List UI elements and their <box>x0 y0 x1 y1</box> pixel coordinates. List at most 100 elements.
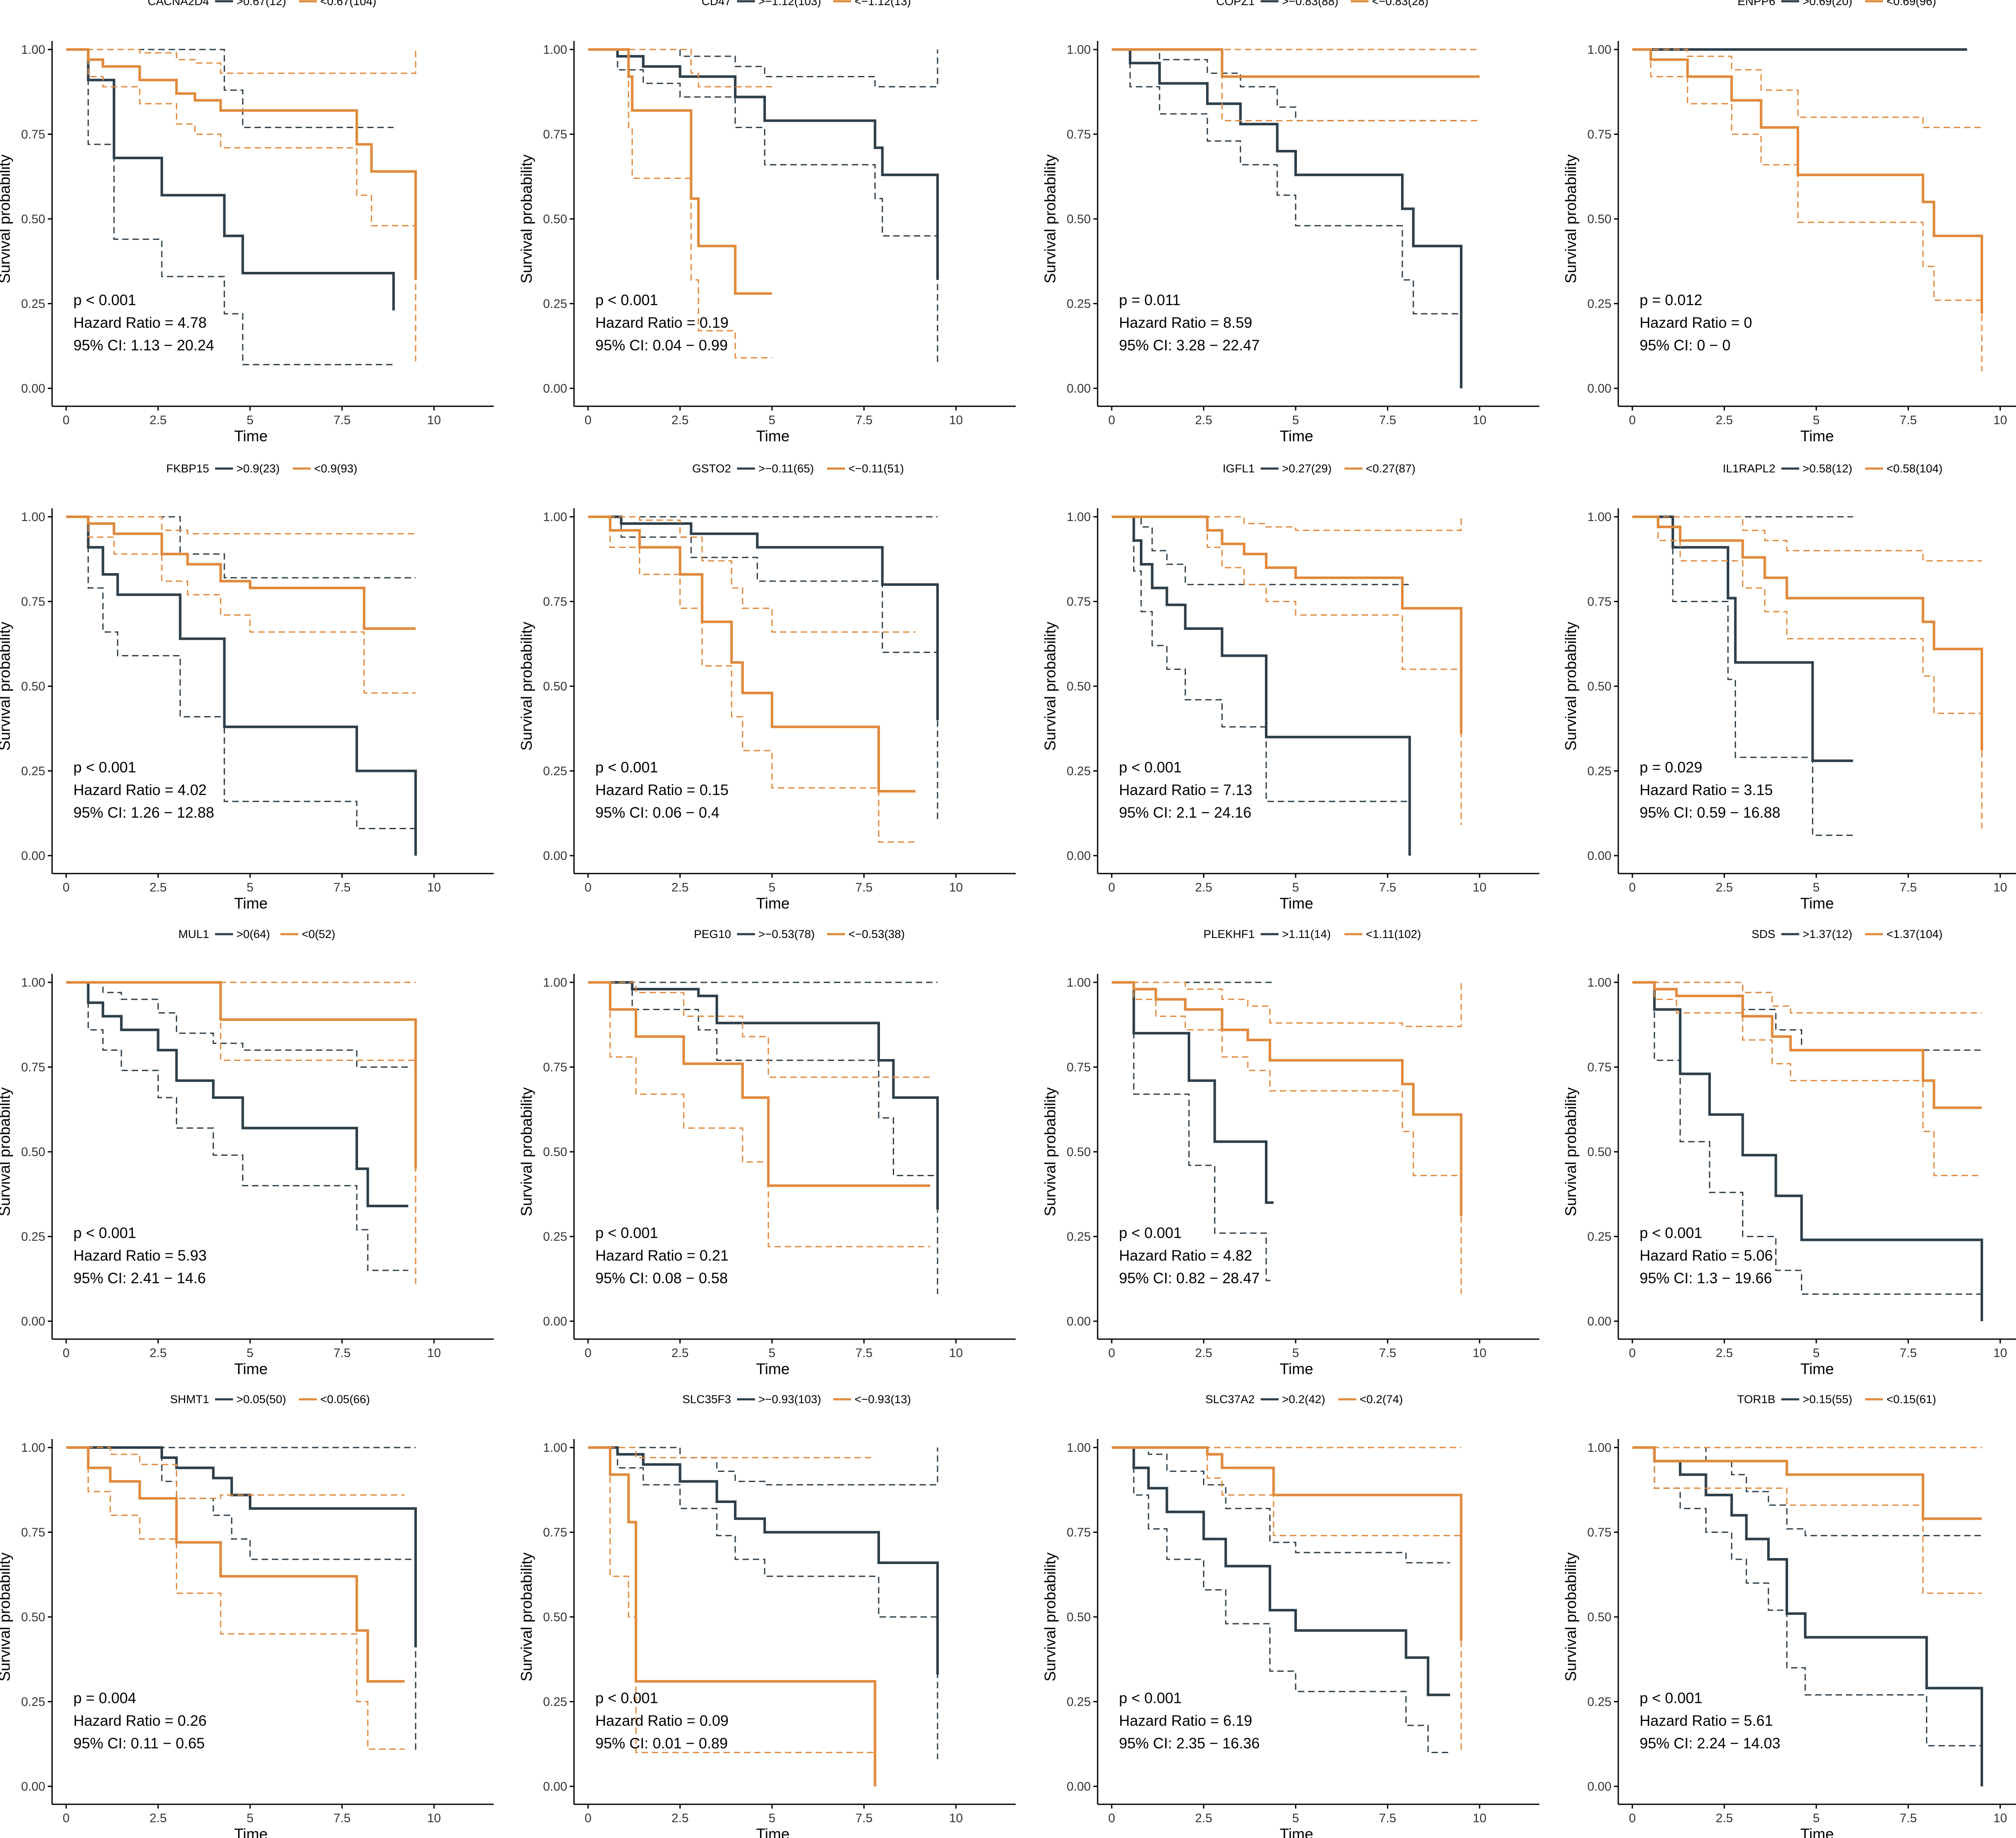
legend-title: PEG10 <box>694 928 731 941</box>
legend: TOR1B >0.15(55) <0.15(61) <box>1737 1393 1936 1406</box>
x-tick-label: 10 <box>1473 1346 1486 1360</box>
legend-title: SHMT1 <box>170 1393 209 1406</box>
p-value: p < 0.001 <box>595 1225 658 1241</box>
hazard-ratio: Hazard Ratio = 5.06 <box>1640 1247 1773 1264</box>
legend: GSTO2 >−0.11(65) <−0.11(51) <box>692 462 904 475</box>
y-tick-label: 0.75 <box>1588 128 1611 142</box>
y-tick-label: 0.75 <box>21 1526 45 1540</box>
x-tick-label: 0 <box>1108 881 1115 894</box>
y-tick-label: 0.25 <box>543 1230 567 1244</box>
ci-lower-low <box>588 1447 875 1754</box>
legend: CD47 >−1.12(103) <−1.12(13) <box>702 0 911 8</box>
y-tick-label: 0.25 <box>1588 1695 1611 1709</box>
y-tick-label: 0.75 <box>1588 1526 1611 1540</box>
hazard-ratio: Hazard Ratio = 0 <box>1640 315 1752 331</box>
p-value: p = 0.029 <box>1640 759 1702 776</box>
x-tick-label: 7.5 <box>1899 881 1917 894</box>
x-tick-label: 0 <box>1629 881 1636 894</box>
y-tick-label: 0.50 <box>543 680 567 693</box>
ci-lower-high <box>1112 1447 1450 1754</box>
p-value: p < 0.001 <box>1640 1225 1702 1241</box>
km-panel-gsto2: GSTO2 >−0.11(65) <−0.11(51) 0.00 0.25 0.50 0.7… <box>518 462 1016 912</box>
hazard-ratio: Hazard Ratio = 5.61 <box>1640 1713 1773 1729</box>
legend-label-low: <−0.11(51) <box>848 462 904 475</box>
legend-label-high: >−1.12(103) <box>758 0 821 8</box>
legend-title: IL1RAPL2 <box>1723 462 1775 475</box>
y-tick-label: 0.50 <box>21 213 45 226</box>
y-tick-label: 0.50 <box>1588 1611 1611 1624</box>
survival-curve-high <box>588 48 939 280</box>
confidence-interval: 95% CI: 2.1 − 24.16 <box>1119 804 1251 821</box>
x-tick-label: 7.5 <box>855 881 872 894</box>
x-tick-label: 7.5 <box>855 1812 872 1825</box>
y-tick-label: 0.25 <box>1588 1230 1611 1244</box>
legend-title: SLC35F3 <box>682 1393 731 1406</box>
ci-lower-low <box>1632 1447 1982 1594</box>
confidence-interval: 95% CI: 1.3 − 19.66 <box>1640 1270 1772 1287</box>
survival-curve-high <box>588 516 939 720</box>
legend-title: SLC37A2 <box>1205 1393 1255 1406</box>
hazard-ratio: Hazard Ratio = 0.19 <box>595 315 728 331</box>
y-tick-label: 0.00 <box>1067 1780 1091 1794</box>
x-tick-label: 5 <box>1813 414 1820 427</box>
legend-label-high: >−0.93(103) <box>758 1393 821 1406</box>
hazard-ratio: Hazard Ratio = 6.19 <box>1119 1713 1252 1729</box>
x-axis-title: Time <box>1800 1825 1834 1838</box>
legend-label-low: <0.9(93) <box>314 462 357 475</box>
legend: PLEKHF1 >1.11(14) <1.11(102) <box>1203 928 1421 941</box>
y-tick-label: 0.75 <box>21 595 45 609</box>
x-axis-title: Time <box>1800 894 1834 912</box>
km-panel-copz1: COPZ1 >−0.83(88) <−0.83(28) 0.00 0.25 0.50 0.7… <box>1041 0 1539 445</box>
x-tick-label: 2.5 <box>1716 414 1733 427</box>
x-axis-title: Time <box>234 1825 268 1838</box>
x-axis-title: Time <box>234 427 268 445</box>
x-tick-label: 0 <box>63 414 70 427</box>
survival-curve-low <box>1632 48 1983 314</box>
p-value: p < 0.001 <box>73 292 136 309</box>
y-tick-label: 0.50 <box>21 680 45 693</box>
survival-curve-low <box>588 981 930 1187</box>
legend-label-high: >0.05(50) <box>236 1393 286 1406</box>
legend-title: COPZ1 <box>1216 0 1255 8</box>
survival-curve-low <box>1632 981 1982 1109</box>
x-tick-label: 5 <box>1292 1812 1299 1825</box>
y-tick-label: 0.75 <box>1588 1061 1611 1075</box>
y-tick-label: 0.25 <box>21 765 45 778</box>
y-tick-label: 0.00 <box>543 849 567 863</box>
survival-curve-low <box>1632 1446 1982 1520</box>
ci-upper-low <box>1112 516 1462 531</box>
legend-title: PLEKHF1 <box>1203 928 1255 941</box>
x-tick-label: 2.5 <box>671 414 688 427</box>
p-value: p < 0.001 <box>595 1690 658 1707</box>
legend-title: GSTO2 <box>692 462 731 475</box>
x-tick-label: 2.5 <box>1716 1812 1733 1825</box>
survival-curve-low <box>66 1446 405 1683</box>
x-axis-title: Time <box>234 894 268 912</box>
legend-label-high: >0.27(29) <box>1282 462 1331 475</box>
ci-lower-high <box>588 49 938 365</box>
y-tick-label: 0.50 <box>1067 1145 1091 1159</box>
x-tick-label: 2.5 <box>1195 1346 1212 1360</box>
legend: PEG10 >−0.53(78) <−0.53(38) <box>694 928 905 941</box>
y-axis-title: Survival probability <box>518 1553 535 1681</box>
y-tick-label: 0.75 <box>1067 1061 1091 1075</box>
legend-label-low: <0(52) <box>302 928 335 941</box>
legend: COPZ1 >−0.83(88) <−0.83(28) <box>1216 0 1428 8</box>
km-panel-peg10: PEG10 >−0.53(78) <−0.53(38) 0.00 0.25 0.50 0.7… <box>518 928 1016 1378</box>
confidence-interval: 95% CI: 0.59 − 16.88 <box>1640 804 1780 821</box>
y-tick-label: 0.25 <box>543 765 567 778</box>
ci-upper-high <box>588 49 938 87</box>
ci-upper-low <box>588 516 916 633</box>
legend-label-low: <0.67(104) <box>320 0 376 8</box>
km-panel-igfl1: IGFL1 >0.27(29) <0.27(87) 0.00 0.25 0.50 0.75 1… <box>1041 462 1539 912</box>
y-axis-title: Survival probability <box>0 1087 13 1216</box>
x-axis-title: Time <box>1800 427 1834 445</box>
legend-label-high: >−0.83(88) <box>1282 0 1338 8</box>
x-tick-label: 5 <box>769 1346 775 1360</box>
x-axis-title: Time <box>756 427 790 445</box>
ci-lower-high <box>66 1447 417 1753</box>
survival-curve-high <box>1112 981 1274 1204</box>
ci-upper-high <box>1632 982 1982 1051</box>
y-tick-label: 0.25 <box>1588 297 1611 311</box>
